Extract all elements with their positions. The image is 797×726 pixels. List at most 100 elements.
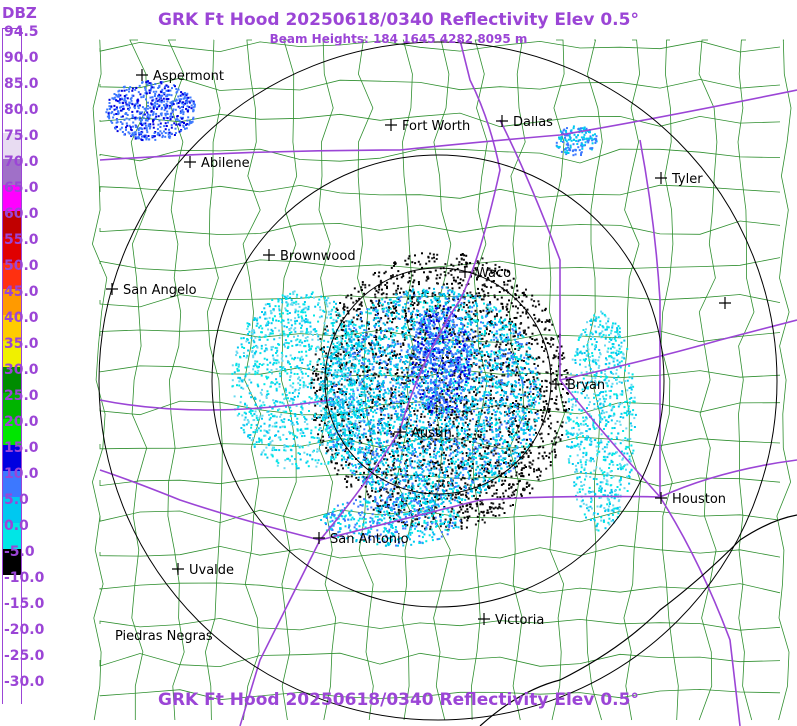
echo-pixel <box>380 374 383 377</box>
echo-pixel <box>493 353 496 356</box>
echo-pixel <box>491 309 494 312</box>
echo-pixel <box>343 379 346 382</box>
echo-pixel <box>499 506 502 509</box>
echo-pixel <box>489 461 492 464</box>
echo-pixel <box>504 319 506 321</box>
echo-pixel <box>428 409 431 412</box>
echo-pixel <box>439 381 442 384</box>
echo-pixel <box>414 336 417 338</box>
echo-pixel <box>404 306 407 309</box>
echo-pixel <box>333 351 336 354</box>
echo-pixel <box>370 476 373 479</box>
echo-pixel <box>502 441 505 444</box>
echo-pixel <box>385 399 388 402</box>
echo-pixel <box>414 476 417 479</box>
echo-pixel <box>352 301 355 304</box>
echo-pixel <box>465 408 468 411</box>
echo-pixel <box>536 371 539 374</box>
echo-pixel <box>478 454 481 457</box>
echo-pixel <box>377 426 379 429</box>
echo-pixel <box>380 454 382 457</box>
echo-pixel <box>316 363 319 366</box>
echo-pixel <box>486 457 489 459</box>
echo-pixel <box>448 340 451 343</box>
echo-pixel <box>396 372 399 375</box>
echo-pixel <box>468 515 471 518</box>
county-line <box>129 39 148 720</box>
echo-pixel <box>475 430 478 432</box>
echo-pixel <box>507 453 510 456</box>
echo-pixel <box>423 315 426 318</box>
echo-pixel <box>344 391 347 394</box>
echo-pixel <box>398 460 401 462</box>
echo-pixel <box>485 397 488 399</box>
echo-pixel <box>441 483 444 486</box>
echo-pixel <box>516 433 519 436</box>
echo-pixel <box>502 442 504 445</box>
echo-pixel <box>500 400 503 403</box>
echo-pixel <box>368 496 371 499</box>
echo-pixel <box>496 464 499 467</box>
echo-pixel <box>545 467 548 470</box>
echo-pixel <box>485 380 488 383</box>
echo-pixel <box>361 379 364 382</box>
echo-pixel <box>404 303 407 305</box>
echo-pixel <box>515 474 518 477</box>
echo-pixel <box>491 467 494 470</box>
echo-pixel <box>376 405 379 408</box>
echo-pixel <box>487 421 490 423</box>
echo-pixel <box>510 355 513 357</box>
echo-pixel <box>495 492 498 495</box>
echo-pixel <box>363 453 366 456</box>
echo-pixel <box>382 310 385 313</box>
echo-pixel <box>408 485 410 488</box>
echo-pixel <box>528 353 531 356</box>
echo-pixel <box>475 468 478 471</box>
echo-pixel <box>474 452 477 455</box>
echo-pixel <box>439 514 442 516</box>
echo-pixel <box>514 466 516 469</box>
echo-pixel <box>369 312 372 315</box>
echo-pixel <box>525 362 528 365</box>
echo-pixel <box>502 319 505 322</box>
echo-pixel <box>550 337 553 339</box>
echo-pixel <box>487 440 490 443</box>
echo-pixel <box>411 285 414 288</box>
echo-pixel <box>462 512 465 514</box>
echo-pixel <box>452 293 455 296</box>
echo-pixel <box>370 468 373 471</box>
echo-pixel <box>376 408 379 410</box>
echo-pixel <box>488 487 491 490</box>
echo-pixel <box>372 508 375 511</box>
echo-pixel <box>408 391 411 394</box>
echo-pixel <box>443 506 446 508</box>
echo-pixel <box>414 448 416 450</box>
echo-pixel <box>491 405 494 408</box>
echo-pixel <box>444 274 447 277</box>
echo-pixel <box>406 464 409 467</box>
echo-pixel <box>369 440 372 443</box>
echo-pixel <box>494 345 497 348</box>
echo-pixel <box>384 487 387 490</box>
echo-pixel <box>438 455 441 458</box>
echo-pixel <box>367 461 370 464</box>
echo-pixel <box>475 268 478 271</box>
echo-pixel <box>514 457 517 460</box>
echo-pixel <box>486 441 489 444</box>
echo-pixel <box>402 474 405 477</box>
echo-pixel <box>391 335 394 338</box>
echo-pixel <box>506 465 509 468</box>
echo-pixel <box>465 463 468 466</box>
echo-pixel <box>371 432 374 435</box>
county-line <box>242 39 262 721</box>
echo-pixel <box>558 365 560 368</box>
echo-pixel <box>428 491 431 494</box>
echo-pixel <box>548 318 551 321</box>
echo-pixel <box>487 345 489 347</box>
echo-pixel <box>407 378 410 381</box>
echo-pixel <box>423 415 426 418</box>
echo-pixel <box>424 336 426 339</box>
echo-pixel <box>459 373 462 376</box>
echo-pixel <box>415 427 418 430</box>
echo-pixel <box>522 451 525 454</box>
